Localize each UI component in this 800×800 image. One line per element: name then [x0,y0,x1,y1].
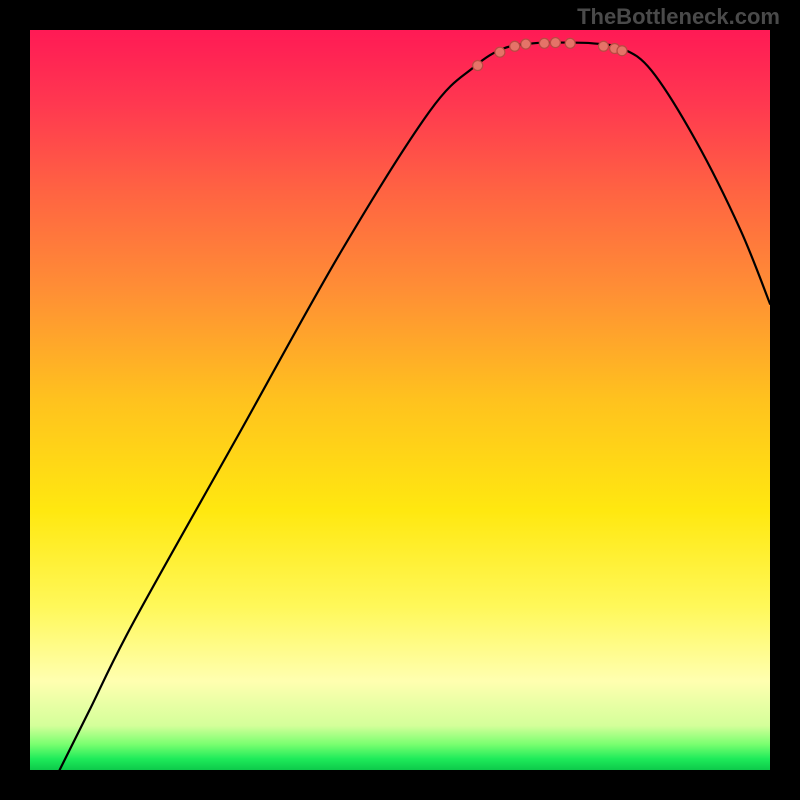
marker-point [550,38,560,48]
marker-point [599,41,609,51]
marker-point [495,47,505,57]
marker-point [617,46,627,56]
marker-point [539,38,549,48]
marker-point [521,39,531,49]
plot-area [30,30,770,770]
watermark-text: TheBottleneck.com [577,4,780,30]
marker-point [510,41,520,51]
curve-layer [30,30,770,770]
marker-point [565,38,575,48]
curve-markers [473,38,627,71]
bottleneck-curve [60,43,770,770]
marker-point [473,61,483,71]
